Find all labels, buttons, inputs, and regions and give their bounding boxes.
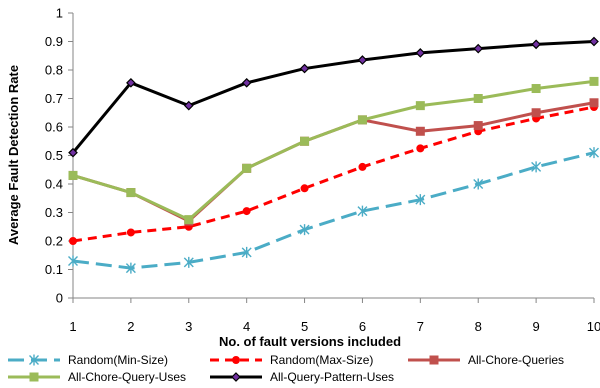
data-point (415, 194, 426, 206)
y-tick-label: 0.1 (45, 262, 63, 277)
data-point (68, 255, 78, 267)
data-point (415, 101, 425, 111)
series-line (72, 151, 595, 270)
data-point (126, 77, 136, 88)
data-point (473, 94, 483, 103)
data-point (300, 184, 309, 193)
data-point (589, 76, 599, 86)
series-group (68, 36, 599, 274)
data-point (184, 215, 194, 225)
legend-item: Random(Max-Size) (210, 353, 373, 367)
legend-item: All-Query-Pattern-Uses (210, 370, 394, 384)
series-random-max-size (69, 103, 598, 245)
data-point (125, 262, 136, 274)
data-point (241, 246, 252, 258)
y-tick-label: 0.7 (45, 91, 63, 106)
data-point (473, 121, 483, 131)
series-all-chore-queries (68, 98, 599, 226)
y-tick-label: 1 (56, 6, 63, 21)
data-point (69, 237, 77, 245)
data-point (300, 136, 310, 146)
data-point (473, 178, 484, 190)
data-point (126, 228, 135, 237)
series-line (71, 40, 595, 154)
data-point (242, 163, 252, 173)
data-point (589, 147, 599, 159)
x-tick-label: 8 (475, 319, 482, 334)
y-axis-title: Average Fault Detection Rate (6, 65, 21, 245)
data-point (589, 98, 599, 108)
legend-label: All-Chore-Query-Uses (68, 370, 186, 384)
tick-labels: 0 0.1 0.2 0.3 0.4 0.5 0.6 0.7 0.8 0.9 1 1 2 3 4 5 6 7 8 9 10 (45, 6, 600, 335)
data-point (242, 207, 251, 216)
data-point (357, 205, 368, 217)
series-all-query-pattern-uses (68, 36, 599, 158)
legend-swatch-marker (231, 372, 241, 382)
legend-swatch-marker (29, 372, 39, 382)
legend-item: Random(Min-Size) (8, 353, 168, 367)
x-tick-label: 1 (69, 319, 76, 334)
data-point (358, 162, 367, 171)
data-point (416, 144, 425, 153)
x-axis-title: No. of fault versions included (219, 334, 401, 349)
data-point (357, 55, 368, 65)
data-point (299, 63, 310, 74)
legend: Random(Min-Size) Random(Max-Size) All-Chor… (8, 353, 564, 384)
data-point (531, 108, 541, 118)
data-point (473, 43, 484, 54)
series-all-chore-query-uses (68, 76, 599, 225)
x-tick-label: 6 (359, 319, 366, 334)
x-tick-label: 2 (127, 319, 134, 334)
legend-swatch-marker (29, 354, 39, 366)
data-point (415, 126, 425, 136)
data-point (68, 170, 78, 180)
x-tick-label: 5 (301, 319, 308, 334)
y-tick-label: 0.4 (45, 177, 63, 192)
data-point (183, 256, 194, 268)
legend-item: All-Chore-Query-Uses (8, 370, 186, 384)
y-tick-label: 0.9 (45, 34, 63, 49)
legend-label: All-Chore-Queries (468, 353, 564, 367)
data-point (531, 84, 541, 94)
series-line (72, 105, 595, 243)
y-tick-label: 0 (56, 291, 63, 306)
legend-swatch-marker (429, 355, 439, 365)
data-point (589, 36, 599, 47)
legend-item: All-Chore-Queries (408, 353, 564, 367)
data-point (531, 39, 541, 50)
legend-label: All-Query-Pattern-Uses (270, 370, 394, 384)
y-tick-label: 0.8 (45, 63, 63, 78)
y-tick-label: 0.6 (45, 120, 63, 135)
y-tick-label: 0.3 (45, 205, 63, 220)
data-point (415, 48, 426, 58)
legend-label: Random(Max-Size) (270, 353, 373, 367)
legend-swatch-marker (232, 356, 240, 364)
data-point (126, 188, 136, 198)
legend-label: Random(Min-Size) (68, 353, 168, 367)
x-tick-label: 7 (417, 319, 424, 334)
data-point (357, 115, 367, 125)
data-point (241, 77, 252, 88)
data-point (299, 224, 310, 236)
series-line (72, 79, 595, 222)
y-tick-label: 0.2 (45, 234, 63, 249)
data-point (183, 100, 194, 111)
data-point (531, 161, 542, 173)
axes (72, 13, 594, 299)
data-point (68, 147, 78, 158)
x-tick-label: 9 (532, 319, 539, 334)
x-tick-label: 3 (185, 319, 192, 334)
series-random-min-size (68, 147, 599, 274)
x-tick-label: 4 (243, 319, 250, 334)
y-tick-label: 0.5 (45, 148, 63, 163)
x-tick-label: 10 (587, 319, 600, 334)
